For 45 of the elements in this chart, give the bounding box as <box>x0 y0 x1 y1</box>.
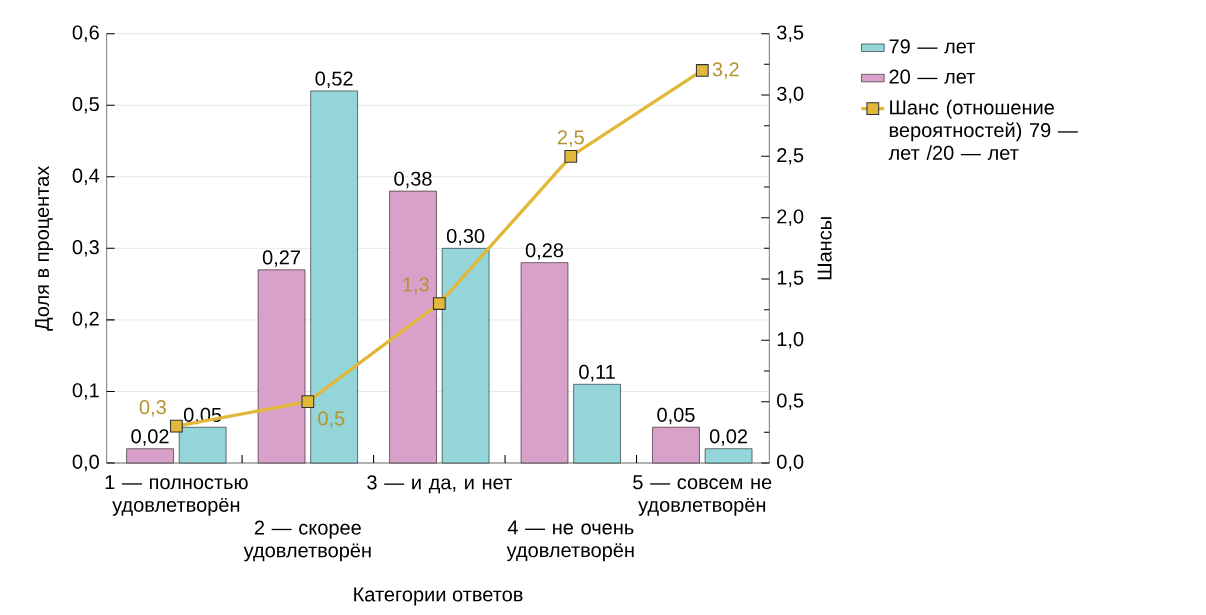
y-tick-label: 0,3 <box>72 240 99 257</box>
y-tick-label: 0,5 <box>72 96 99 114</box>
legend-label: Шанс (отношение вероятностей) 79 — лет /20 — лет <box>888 99 1078 160</box>
y-tick-label: 0,1 <box>72 383 99 400</box>
data-label: 0,3 <box>139 400 166 417</box>
y-tick-label: 0,0 <box>72 454 99 472</box>
y2-tick-label: 2,0 <box>777 209 804 226</box>
y-tick-label: 0,4 <box>72 168 100 186</box>
point <box>432 297 446 310</box>
legend-label: 20 — лет <box>889 69 976 84</box>
data-label: 1,3 <box>403 277 429 294</box>
point <box>564 149 578 163</box>
x-tick-label: 5 — совсем не удовлетворён <box>633 475 772 516</box>
y2-tick-label: 3,0 <box>777 86 804 104</box>
x-axis-title: Категории ответов <box>354 587 523 606</box>
data-label: 0,02 <box>131 429 169 446</box>
y2-tick-label: 3,5 <box>777 25 804 42</box>
y2-tick-label: 1,5 <box>777 270 804 288</box>
data-label: 0,38 <box>394 171 432 189</box>
y2-tick-label: 2,5 <box>777 148 804 165</box>
data-label: 2,5 <box>557 130 584 147</box>
point <box>301 395 315 409</box>
data-label: 0,02 <box>709 429 748 446</box>
y-tick-label: 0,6 <box>72 25 99 42</box>
x-tick-label: 4 — не очень удовлетворён <box>506 520 634 562</box>
data-label: 0,30 <box>446 228 485 246</box>
legend-label: 79 — лет <box>889 39 976 54</box>
data-label: 3,2 <box>712 62 739 79</box>
data-label: 0,11 <box>579 364 615 382</box>
y-tick-label: 0,2 <box>72 311 99 329</box>
data-label: 0,52 <box>315 71 353 88</box>
data-label: 0,28 <box>525 243 564 260</box>
x-tick-label: 2 — скорее удовлетворён <box>243 520 371 562</box>
x-tick-label: 1 — полностью удовлетворён <box>105 475 248 516</box>
data-label: 0,05 <box>657 407 695 425</box>
y2-tick-label: 0,0 <box>777 454 804 472</box>
y2-axis-title: Шансы <box>817 217 832 280</box>
data-label: 0,27 <box>262 250 300 267</box>
y2-tick-label: 0,5 <box>777 393 804 410</box>
point <box>695 64 709 77</box>
y2-tick-label: 1,0 <box>777 332 804 349</box>
point <box>169 419 183 433</box>
x-tick-label: 3 — и да, и нет <box>367 475 512 494</box>
data-label: 0,5 <box>318 411 345 428</box>
y-axis-title: Доля в процентах <box>35 165 53 331</box>
